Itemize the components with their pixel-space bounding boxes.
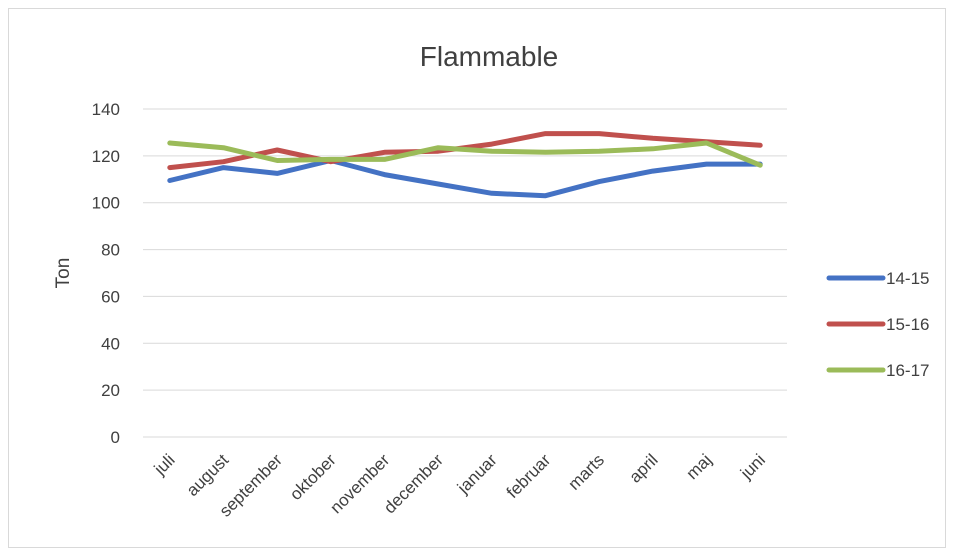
y-tick-labels: 0 20 40 60 80 100 120 140 xyxy=(92,100,120,447)
legend: 14-15 15-16 16-17 xyxy=(826,269,929,380)
x-tick-label: marts xyxy=(565,450,608,493)
y-tick-label: 100 xyxy=(92,194,120,213)
y-axis-title: Ton xyxy=(53,258,74,289)
legend-label: 15-16 xyxy=(886,315,929,334)
series-lines xyxy=(167,131,763,199)
series-line-16-17 xyxy=(167,140,763,168)
y-tick-label: 120 xyxy=(92,147,120,166)
x-tick-label: april xyxy=(626,450,662,486)
gridlines xyxy=(143,108,787,438)
y-tick-label: 40 xyxy=(101,334,120,353)
x-tick-label: oktober xyxy=(286,450,340,504)
x-tick-label: august xyxy=(183,450,233,500)
x-tick-label: juni xyxy=(736,450,769,483)
x-tick-label: juli xyxy=(150,450,179,479)
x-tick-label: februar xyxy=(503,450,555,502)
x-tick-label: januar xyxy=(453,450,501,498)
chart-title: Flammable xyxy=(420,41,558,72)
y-tick-label: 140 xyxy=(92,100,120,119)
legend-label: 14-15 xyxy=(886,269,929,288)
y-tick-label: 60 xyxy=(101,287,120,306)
x-tick-label: december xyxy=(380,450,447,517)
y-tick-label: 0 xyxy=(111,428,120,447)
chart-frame xyxy=(8,8,946,548)
legend-label: 16-17 xyxy=(886,361,929,380)
series-line-14-15 xyxy=(167,158,763,199)
y-tick-label: 80 xyxy=(101,241,120,260)
x-tick-label: maj xyxy=(683,450,716,483)
y-tick-label: 20 xyxy=(101,381,120,400)
